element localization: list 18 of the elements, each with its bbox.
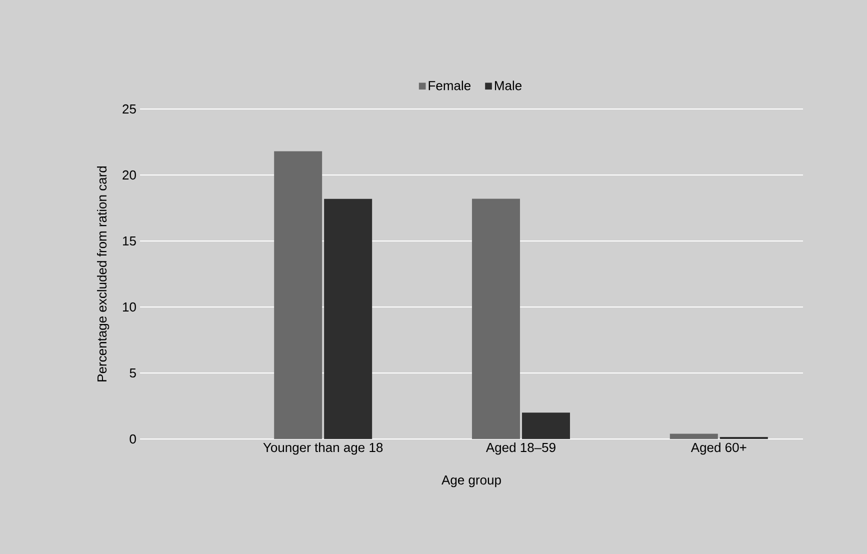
bar: [274, 151, 322, 439]
y-tick-label: 10: [122, 302, 136, 312]
bar: [670, 434, 718, 439]
x-axis-title: Age group: [442, 476, 501, 488]
legend-label: Male: [494, 80, 522, 90]
x-tick-label: Aged 18–59: [486, 442, 556, 455]
y-axis-title: Percentage excluded from ration card: [97, 166, 110, 382]
bar: [324, 198, 372, 439]
bar: [472, 198, 520, 439]
bar: [522, 412, 570, 439]
y-tick-label: 15: [122, 236, 136, 246]
y-tick-label: 0: [130, 434, 136, 444]
legend-label: Female: [428, 80, 471, 90]
x-tick-label: Younger than age 18: [263, 442, 383, 455]
x-tick-label: Aged 60+: [690, 442, 746, 455]
y-tick-label: 5: [130, 368, 136, 378]
y-tick-label: 20: [122, 170, 136, 180]
y-tick-label: 25: [122, 104, 136, 114]
